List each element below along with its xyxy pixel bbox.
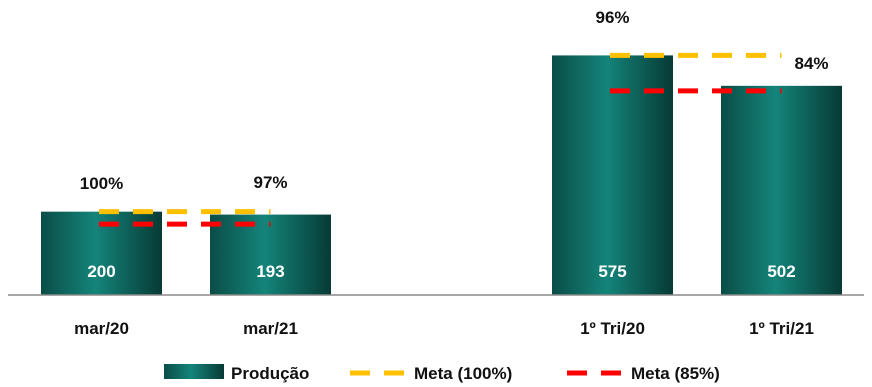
value-label: 575 [598, 262, 626, 281]
category-label: mar/20 [74, 319, 129, 338]
legend-label-producao: Produção [231, 364, 309, 383]
percent-label: 96% [595, 8, 629, 27]
legend-label-meta-100: Meta (100%) [414, 364, 512, 383]
legend: Produção Meta (100%) Meta (85%) [164, 364, 720, 383]
value-label: 502 [767, 262, 795, 281]
bar-4 [721, 85, 842, 295]
value-label: 200 [87, 262, 115, 281]
value-label: 193 [256, 262, 284, 281]
category-label: 1º Tri/21 [749, 319, 814, 338]
category-label: 1º Tri/20 [580, 319, 645, 338]
percent-label: 97% [253, 173, 287, 192]
category-label: mar/21 [243, 319, 298, 338]
bar-2 [210, 214, 331, 295]
percent-label: 84% [794, 54, 828, 73]
legend-swatch-producao [164, 364, 224, 379]
legend-label-meta-85: Meta (85%) [631, 364, 720, 383]
percent-label: 100% [80, 174, 123, 193]
bar-3 [552, 55, 673, 295]
